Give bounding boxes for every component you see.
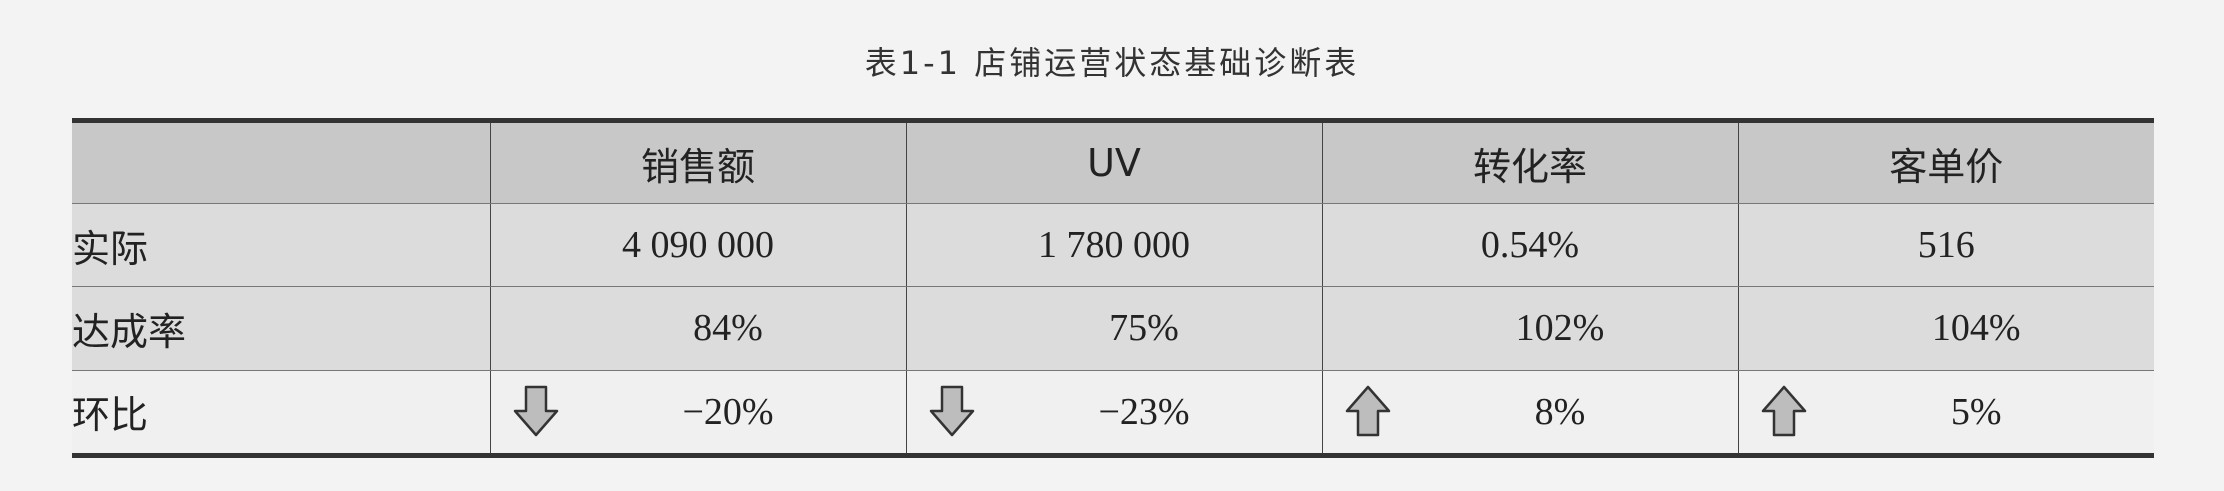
up-arrow-icon bbox=[1345, 385, 1390, 436]
cell-actual-conversion: 0.54% bbox=[1321, 202, 1739, 288]
row-label-rate: 达成率 bbox=[72, 286, 491, 371]
cell-mom-avg-order: 5% bbox=[1737, 369, 2154, 457]
cell-rate-uv: 75% bbox=[905, 286, 1323, 371]
cell-mom-conversion: 8% bbox=[1321, 369, 1739, 457]
header-row: 销售额 UV 转化率 客单价 bbox=[72, 120, 2154, 204]
row-label-actual: 实际 bbox=[72, 202, 491, 288]
cell-mom-uv: −23% bbox=[905, 369, 1323, 457]
cell-rate-avg-order: 104% bbox=[1737, 286, 2154, 371]
table-row-actual: 实际 4 090 000 1 780 000 0.54% 516 bbox=[72, 202, 2154, 288]
down-arrow-icon bbox=[929, 385, 974, 436]
header-sales: 销售额 bbox=[489, 120, 907, 204]
cell-rate-conversion: 102% bbox=[1321, 286, 1739, 371]
up-arrow-icon bbox=[1761, 385, 1806, 436]
mom-value-conversion: 8% bbox=[1534, 390, 1586, 433]
header-corner bbox=[72, 120, 491, 204]
mom-value-avg-order: 5% bbox=[1950, 390, 2002, 433]
cell-mom-sales: −20% bbox=[489, 369, 907, 457]
row-label-mom: 环比 bbox=[72, 369, 491, 457]
down-arrow-icon bbox=[513, 385, 558, 436]
cell-actual-uv: 1 780 000 bbox=[905, 202, 1323, 288]
cell-rate-sales: 84% bbox=[489, 286, 907, 371]
mom-value-sales: −20% bbox=[682, 390, 774, 433]
header-avg-order: 客单价 bbox=[1737, 120, 2154, 204]
header-uv: UV bbox=[905, 120, 1323, 204]
cell-actual-avg-order: 516 bbox=[1737, 202, 2154, 288]
table-row-rate: 达成率 84% 75% 102% 104% bbox=[72, 286, 2154, 371]
cell-actual-sales: 4 090 000 bbox=[489, 202, 907, 288]
mom-value-uv: −23% bbox=[1098, 390, 1190, 433]
table-row-mom: 环比 −20% −23% 8% bbox=[72, 369, 2154, 457]
diagnosis-table: 销售额 UV 转化率 客单价 实际 4 090 000 1 780 000 0.… bbox=[72, 118, 2154, 458]
header-conversion: 转化率 bbox=[1321, 120, 1739, 204]
table-caption: 表1-1 店铺运营状态基础诊断表 bbox=[864, 44, 1360, 82]
